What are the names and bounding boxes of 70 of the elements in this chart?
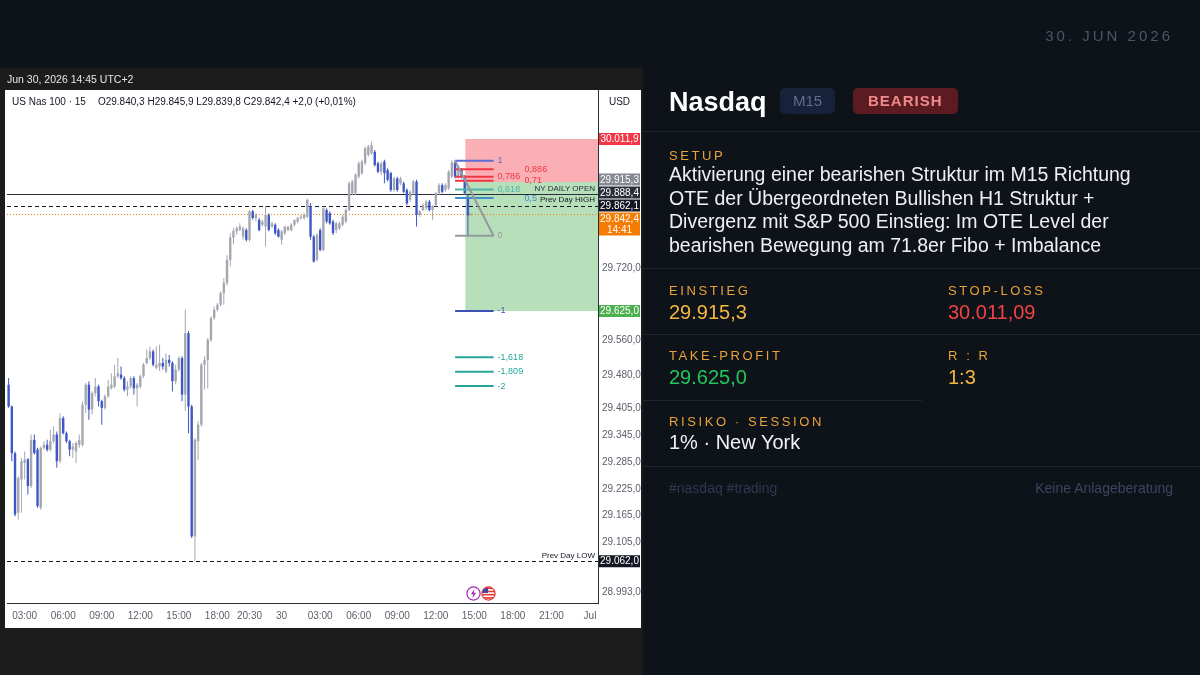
x-tick-label: 18:00	[500, 609, 526, 621]
band-label: 30.011,9	[600, 133, 640, 145]
x-tick-label: 15:00	[166, 609, 192, 621]
y-tick-label: 29.560,0	[602, 333, 642, 345]
text: 29.915,3	[669, 301, 747, 324]
y-tick-label: 29.720,0	[602, 262, 642, 274]
text: M15	[780, 88, 836, 114]
x-tick-label: 09:00	[89, 609, 115, 621]
annotation: Prev Day LOW	[541, 550, 596, 560]
text: Nasdaq	[669, 87, 767, 117]
text: R : R	[948, 348, 991, 363]
series-label: -2	[497, 380, 506, 391]
series-label: 1	[497, 155, 503, 166]
y-tick-label: 29.165,0	[602, 509, 642, 521]
x-tick-label: 12:00	[423, 609, 449, 621]
series-label: -1	[497, 305, 506, 316]
text: TAKE-PROFIT	[669, 348, 783, 363]
x-tick-label: 15:00	[461, 609, 488, 621]
ref-line-label: 29.062,0	[600, 555, 640, 567]
x-tick-label: Jul	[583, 609, 597, 621]
text: 29.625,0	[669, 366, 747, 389]
text: #nasdaq #trading	[669, 480, 778, 496]
text: 0,5	[524, 192, 538, 203]
series-label: 0,618	[497, 184, 521, 195]
text: 1% · New York	[669, 431, 801, 454]
text: 30. JUN 2026	[1045, 27, 1173, 45]
y-tick-label: 29.480,0	[602, 369, 642, 381]
x-tick-label: 03:00	[12, 609, 38, 621]
text: Jun 30, 2026 14:45 UTC+2	[7, 73, 134, 86]
text: SETUP	[669, 148, 726, 163]
text: US Nas 100 · 15	[12, 95, 87, 107]
annotation: Prev Day HIGH	[539, 195, 596, 205]
text: 29.915,3	[600, 173, 639, 185]
text: 0,886	[524, 163, 548, 174]
series-label: 0	[497, 230, 503, 241]
band-label: 29.625,0	[600, 305, 640, 317]
y-tick-label: 28.993,0	[602, 585, 642, 597]
text: Aktivierung einer bearishen Struktur im M15 Richtung OTE der Übergeordneten Bullishen H1 Struktur + Divergenz mit S&P 500 Einstieg: Im OTE Level der bearishen Bewegung am 71.8er Fibo + Imbalance	[669, 163, 1132, 258]
x-tick-label: 30	[276, 609, 288, 621]
x-tick-label: 06:00	[50, 609, 77, 621]
y-tick-label: 29.345,0	[602, 429, 642, 441]
y-tick-label: 29.405,0	[602, 402, 642, 414]
ref-line-label: 29.888,4	[600, 186, 640, 198]
text: Keine Anlageberatung	[1035, 480, 1173, 496]
x-tick-label: 18:00	[204, 609, 231, 621]
text: 30.011,09	[948, 301, 1036, 324]
x-tick-label: 21:00	[538, 609, 565, 621]
y-tick-label: 29.105,0	[602, 535, 642, 547]
x-tick-label: 06:00	[346, 609, 372, 621]
annotation: NY DAILY OPEN	[534, 183, 596, 193]
x-tick-label: 03:00	[307, 609, 334, 621]
text: EINSTIEG	[669, 283, 751, 298]
y-tick-label: 29.225,0	[602, 482, 642, 494]
text: 0,71	[524, 175, 543, 186]
text: 1:3	[948, 366, 976, 389]
x-tick-label: 09:00	[384, 609, 411, 621]
text: STOP-LOSS	[948, 283, 1046, 298]
series-label: -1,809	[497, 366, 524, 377]
text: 14:41	[606, 223, 633, 235]
text: RISIKO · SESSION	[669, 414, 825, 429]
text: BEARISH	[853, 88, 958, 114]
series-label: 0,786	[497, 171, 521, 182]
ref-line-label: 29.862,1	[600, 199, 640, 211]
x-tick-label: 12:00	[127, 609, 154, 621]
y-axis-title: USD	[608, 95, 631, 107]
y-tick-label: 29.285,0	[602, 455, 642, 467]
series-label: -1,618	[497, 351, 524, 362]
annotation: O29.840,3 H29.845,9 L29.839,8 C29.842,4 +2,0 (+0,01%)	[97, 95, 356, 107]
x-tick-label: 20:30	[236, 609, 263, 621]
ref-line-label: 29.842,4	[600, 212, 640, 224]
